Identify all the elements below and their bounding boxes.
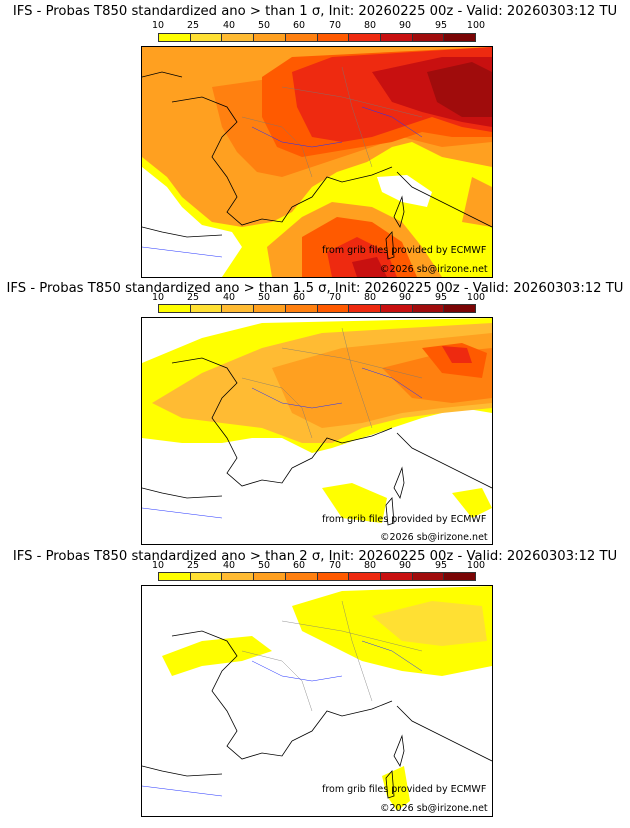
panel-1-map: from grib files provided by ECMWF ©2026 … — [141, 46, 493, 278]
tick-label: 25 — [186, 20, 200, 31]
colorbar-swatch — [222, 573, 255, 580]
tick-label: 10 — [151, 292, 165, 303]
colorbar-swatch — [412, 305, 445, 312]
tick-label: 90 — [398, 560, 412, 571]
panel-3-colorbar — [158, 572, 476, 581]
colorbar-swatch — [159, 573, 191, 580]
colorbar-swatch — [412, 34, 445, 41]
tick-label: 90 — [398, 20, 412, 31]
colorbar-swatch — [222, 34, 255, 41]
colorbar-swatch — [317, 305, 350, 312]
tick-label: 10 — [151, 20, 165, 31]
tick-label: 100 — [466, 20, 486, 31]
tick-label: 80 — [363, 292, 377, 303]
tick-label: 80 — [363, 20, 377, 31]
panel-3-credit-site: ©2026 sb@irizone.net — [380, 803, 488, 814]
tick-label: 95 — [434, 560, 448, 571]
tick-label: 60 — [292, 20, 306, 31]
tick-label: 50 — [257, 292, 271, 303]
colorbar-swatch — [380, 305, 413, 312]
panel-2-map: from grib files provided by ECMWF ©2026 … — [141, 317, 493, 545]
tick-label: 70 — [328, 292, 342, 303]
panel-2-colorbar — [158, 304, 476, 313]
panel-2-credit-grib: from grib files provided by ECMWF — [322, 514, 487, 525]
colorbar-swatch — [349, 305, 381, 312]
colorbar-swatch — [380, 34, 413, 41]
tick-label: 40 — [222, 20, 236, 31]
tick-label: 95 — [434, 20, 448, 31]
tick-label: 90 — [398, 292, 412, 303]
tick-label: 25 — [186, 560, 200, 571]
tick-label: 25 — [186, 292, 200, 303]
panel-1-colorbar — [158, 33, 476, 42]
colorbar-swatch — [444, 34, 476, 41]
panel-1-title: IFS - Probas T850 standardized ano > tha… — [12, 4, 618, 19]
panel-1-credit-grib: from grib files provided by ECMWF — [322, 245, 487, 256]
colorbar-swatch — [380, 573, 413, 580]
panel-2-title: IFS - Probas T850 standardized ano > tha… — [6, 281, 624, 296]
tick-label: 100 — [466, 292, 486, 303]
tick-label: 70 — [328, 20, 342, 31]
colorbar-swatch — [190, 34, 223, 41]
colorbar-swatch — [317, 34, 350, 41]
colorbar-swatch — [159, 305, 191, 312]
tick-label: 50 — [257, 560, 271, 571]
colorbar-swatch — [254, 573, 286, 580]
panel-3-colorbar-ticks: 10 25 40 50 60 70 80 90 95 100 — [152, 560, 485, 572]
colorbar-swatch — [444, 305, 476, 312]
panel-1-credit-site: ©2026 sb@irizone.net — [380, 264, 488, 275]
colorbar-swatch — [285, 34, 318, 41]
colorbar-swatch — [412, 573, 445, 580]
colorbar-swatch — [254, 305, 286, 312]
panel-1-colorbar-ticks: 10 25 40 50 60 70 80 90 95 100 — [152, 20, 485, 32]
tick-label: 70 — [328, 560, 342, 571]
tick-label: 40 — [222, 560, 236, 571]
colorbar-swatch — [222, 305, 255, 312]
colorbar-swatch — [254, 34, 286, 41]
panel-2-colorbar-ticks: 10 25 40 50 60 70 80 90 95 100 — [152, 292, 485, 304]
panel-2-credit-site: ©2026 sb@irizone.net — [380, 532, 488, 543]
tick-label: 40 — [222, 292, 236, 303]
tick-label: 80 — [363, 560, 377, 571]
colorbar-swatch — [285, 305, 318, 312]
colorbar-swatch — [444, 573, 476, 580]
colorbar-swatch — [317, 573, 350, 580]
tick-label: 100 — [466, 560, 486, 571]
colorbar-swatch — [190, 573, 223, 580]
colorbar-swatch — [349, 573, 381, 580]
panel-3-map: from grib files provided by ECMWF ©2026 … — [141, 585, 493, 817]
tick-label: 10 — [151, 560, 165, 571]
colorbar-swatch — [285, 573, 318, 580]
tick-label: 50 — [257, 20, 271, 31]
tick-label: 60 — [292, 560, 306, 571]
tick-label: 60 — [292, 292, 306, 303]
colorbar-swatch — [159, 34, 191, 41]
panel-3-credit-grib: from grib files provided by ECMWF — [322, 784, 487, 795]
colorbar-swatch — [190, 305, 223, 312]
colorbar-swatch — [349, 34, 381, 41]
panel-3-title: IFS - Probas T850 standardized ano > tha… — [12, 549, 618, 564]
tick-label: 95 — [434, 292, 448, 303]
